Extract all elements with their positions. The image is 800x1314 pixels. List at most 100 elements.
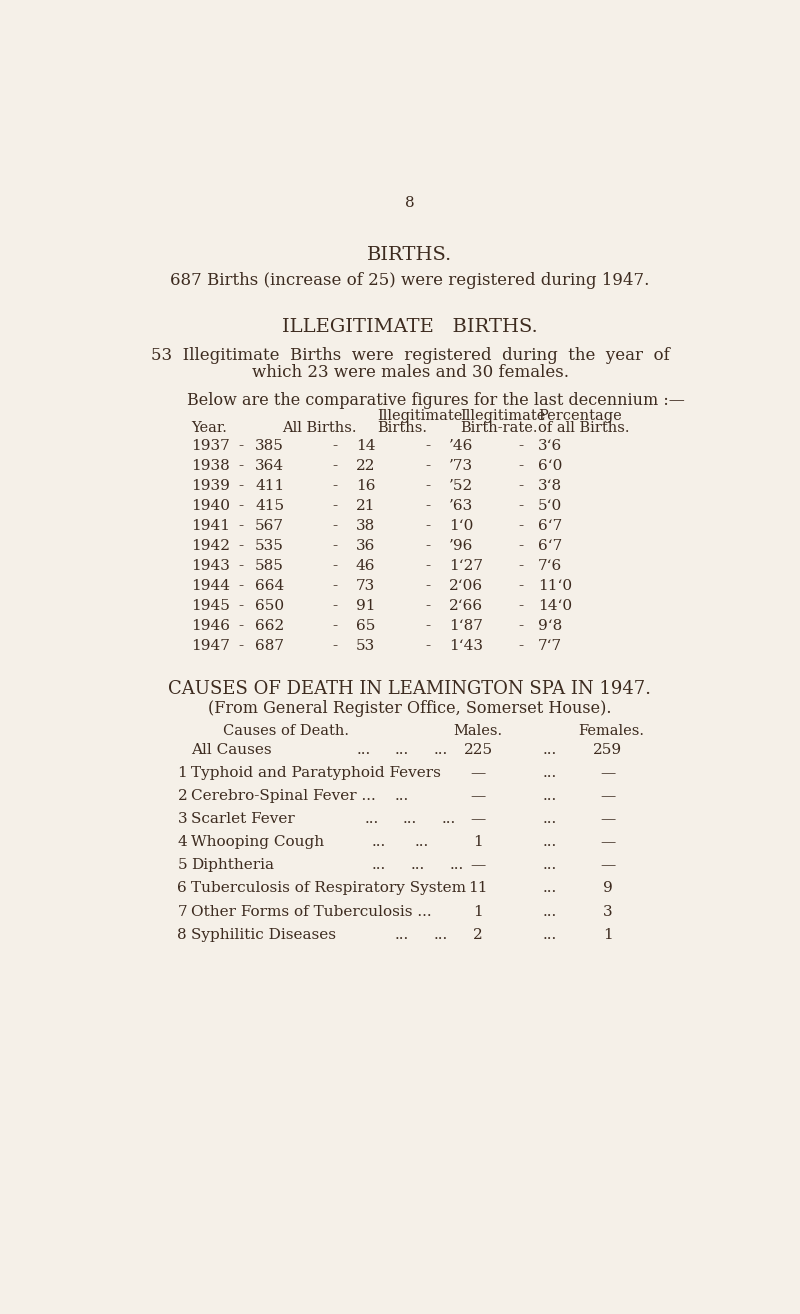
Text: 1941: 1941 <box>190 519 230 532</box>
Text: 9‘8: 9‘8 <box>538 619 562 633</box>
Text: -: - <box>518 579 524 593</box>
Text: 3: 3 <box>603 904 613 918</box>
Text: -: - <box>426 478 430 493</box>
Text: ...: ... <box>434 742 448 757</box>
Text: -: - <box>238 539 243 553</box>
Text: 1942: 1942 <box>190 539 230 553</box>
Text: Causes of Death.: Causes of Death. <box>223 724 349 738</box>
Text: 1945: 1945 <box>190 599 230 612</box>
Text: 53: 53 <box>356 639 375 653</box>
Text: ...: ... <box>395 928 410 942</box>
Text: 535: 535 <box>255 539 284 553</box>
Text: 662: 662 <box>255 619 284 633</box>
Text: 664: 664 <box>255 579 284 593</box>
Text: -: - <box>518 539 524 553</box>
Text: -: - <box>518 619 524 633</box>
Text: -: - <box>333 619 338 633</box>
Text: 3‘6: 3‘6 <box>538 439 562 453</box>
Text: 411: 411 <box>255 478 284 493</box>
Text: Whooping Cough: Whooping Cough <box>191 836 325 849</box>
Text: 7‘6: 7‘6 <box>538 558 562 573</box>
Text: Females.: Females. <box>578 724 645 738</box>
Text: ...: ... <box>542 766 557 781</box>
Text: 3‘8: 3‘8 <box>538 478 562 493</box>
Text: 14: 14 <box>356 439 375 453</box>
Text: -: - <box>238 519 243 532</box>
Text: ...: ... <box>450 858 464 872</box>
Text: 6‘7: 6‘7 <box>538 519 562 532</box>
Text: ’52: ’52 <box>449 478 473 493</box>
Text: ...: ... <box>542 836 557 849</box>
Text: All Causes: All Causes <box>191 742 272 757</box>
Text: 7‘7: 7‘7 <box>538 639 562 653</box>
Text: -: - <box>426 459 430 473</box>
Text: ...: ... <box>414 836 429 849</box>
Text: 1: 1 <box>178 766 187 781</box>
Text: ...: ... <box>542 904 557 918</box>
Text: which 23 were males and 30 females.: which 23 were males and 30 females. <box>251 364 569 381</box>
Text: —: — <box>470 858 486 872</box>
Text: -: - <box>333 478 338 493</box>
Text: ...: ... <box>542 928 557 942</box>
Text: 2: 2 <box>178 790 187 803</box>
Text: 687: 687 <box>255 639 284 653</box>
Text: —: — <box>600 836 615 849</box>
Text: 1938: 1938 <box>190 459 230 473</box>
Text: 46: 46 <box>356 558 375 573</box>
Text: 567: 567 <box>255 519 284 532</box>
Text: -: - <box>518 459 524 473</box>
Text: 2‘66: 2‘66 <box>449 599 483 612</box>
Text: Illegitimate: Illegitimate <box>378 409 463 423</box>
Text: -: - <box>333 558 338 573</box>
Text: ...: ... <box>442 812 456 827</box>
Text: 2‘06: 2‘06 <box>449 579 483 593</box>
Text: -: - <box>426 579 430 593</box>
Text: ’63: ’63 <box>449 499 473 512</box>
Text: 65: 65 <box>356 619 375 633</box>
Text: 385: 385 <box>255 439 284 453</box>
Text: -: - <box>333 439 338 453</box>
Text: -: - <box>518 639 524 653</box>
Text: -: - <box>426 519 430 532</box>
Text: CAUSES OF DEATH IN LEAMINGTON SPA IN 1947.: CAUSES OF DEATH IN LEAMINGTON SPA IN 194… <box>169 679 651 698</box>
Text: -: - <box>426 619 430 633</box>
Text: 1‘87: 1‘87 <box>449 619 482 633</box>
Text: 225: 225 <box>464 742 493 757</box>
Text: Scarlet Fever: Scarlet Fever <box>191 812 295 827</box>
Text: of all Births.: of all Births. <box>538 420 630 435</box>
Text: All Births.: All Births. <box>282 420 357 435</box>
Text: 1: 1 <box>602 928 613 942</box>
Text: —: — <box>470 812 486 827</box>
Text: 38: 38 <box>356 519 375 532</box>
Text: -: - <box>518 519 524 532</box>
Text: Males.: Males. <box>454 724 502 738</box>
Text: -: - <box>238 639 243 653</box>
Text: -: - <box>238 478 243 493</box>
Text: 1: 1 <box>474 904 483 918</box>
Text: -: - <box>333 639 338 653</box>
Text: —: — <box>600 766 615 781</box>
Text: 5‘0: 5‘0 <box>538 499 562 512</box>
Text: 9: 9 <box>602 882 613 895</box>
Text: —: — <box>600 790 615 803</box>
Text: 11‘0: 11‘0 <box>538 579 572 593</box>
Text: -: - <box>333 579 338 593</box>
Text: Typhoid and Paratyphoid Fevers: Typhoid and Paratyphoid Fevers <box>191 766 442 781</box>
Text: -: - <box>238 459 243 473</box>
Text: 2: 2 <box>474 928 483 942</box>
Text: —: — <box>600 812 615 827</box>
Text: 1939: 1939 <box>190 478 230 493</box>
Text: -: - <box>426 539 430 553</box>
Text: Birth-rate.: Birth-rate. <box>460 420 538 435</box>
Text: -: - <box>518 499 524 512</box>
Text: ’73: ’73 <box>449 459 473 473</box>
Text: ...: ... <box>356 742 370 757</box>
Text: ...: ... <box>542 882 557 895</box>
Text: ’96: ’96 <box>449 539 473 553</box>
Text: Syphilitic Diseases: Syphilitic Diseases <box>191 928 337 942</box>
Text: Below are the comparative figures for the last decennium :—: Below are the comparative figures for th… <box>187 392 685 409</box>
Text: 585: 585 <box>255 558 284 573</box>
Text: 22: 22 <box>356 459 375 473</box>
Text: -: - <box>426 599 430 612</box>
Text: 8: 8 <box>178 928 187 942</box>
